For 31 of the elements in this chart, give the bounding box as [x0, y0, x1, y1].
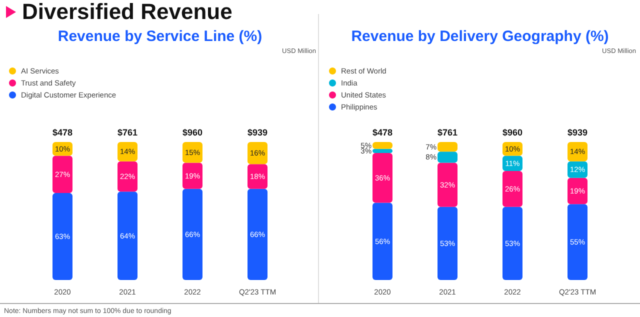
bar [182, 188, 202, 280]
text: $761 [117, 128, 138, 138]
bar [502, 206, 522, 280]
bar [568, 178, 588, 204]
chart-title: Diversified Revenue [22, 0, 232, 25]
chart-subtitle: Revenue by Service Line (%) [58, 28, 262, 45]
bar [438, 142, 458, 152]
text: $939 [567, 128, 588, 138]
bar [438, 152, 458, 163]
bar [568, 204, 588, 280]
text: $960 [182, 128, 203, 138]
text: $939 [247, 128, 268, 138]
bar [438, 206, 458, 280]
text: $761 [437, 128, 458, 138]
bar [52, 156, 72, 194]
bar [182, 162, 202, 189]
text: $960 [502, 128, 523, 138]
bar [372, 142, 392, 149]
bar [118, 161, 138, 192]
text: $478 [52, 128, 73, 138]
bar [372, 148, 392, 154]
bar [248, 164, 268, 189]
chart-subtitle: Revenue by Delivery Geography (%) [351, 28, 609, 45]
bar [372, 202, 392, 280]
text: $478 [372, 128, 393, 138]
bar [248, 188, 268, 280]
bar [502, 170, 522, 207]
bar [438, 162, 458, 207]
bar [52, 193, 72, 280]
bar [118, 192, 138, 280]
bar [372, 153, 392, 203]
